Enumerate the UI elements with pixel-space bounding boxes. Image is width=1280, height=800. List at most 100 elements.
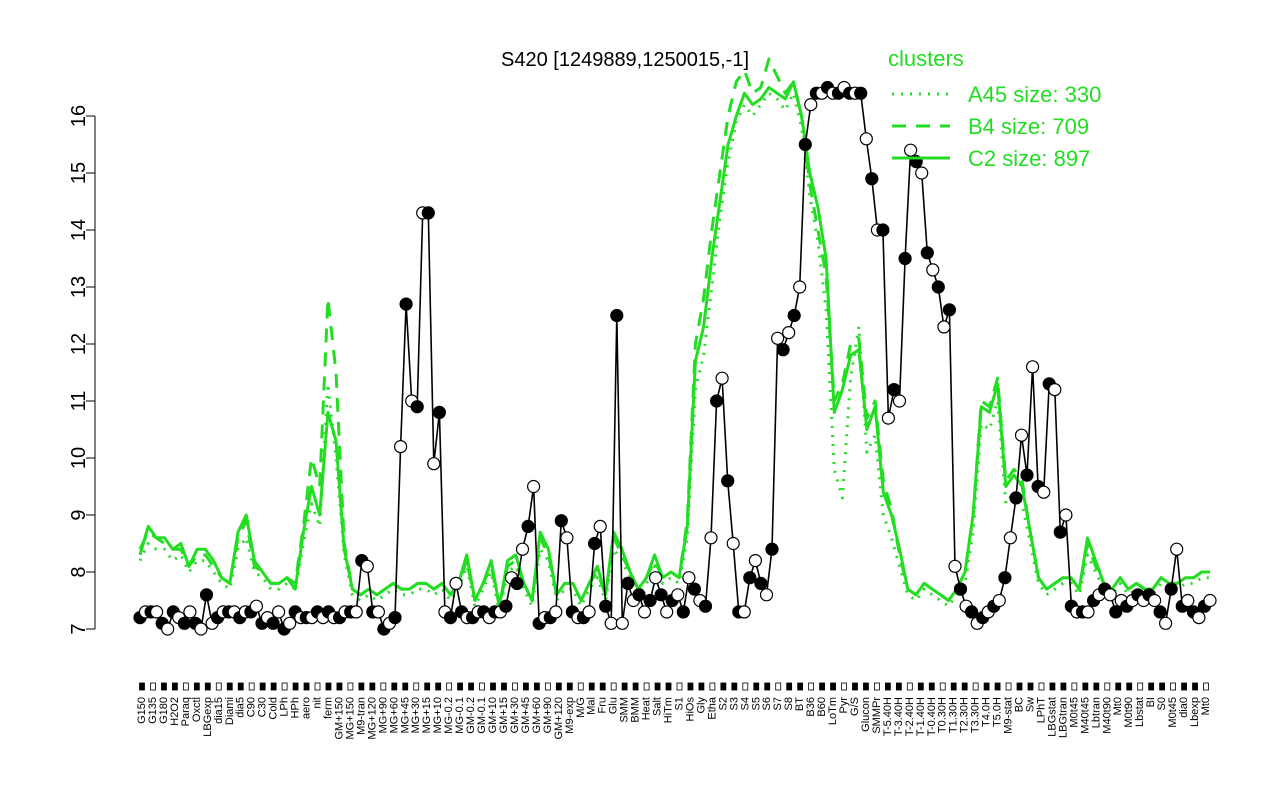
y-tick-label: 7	[68, 623, 90, 634]
x-tick-label: BT	[794, 697, 806, 711]
x-tick-mark	[643, 682, 650, 691]
x-tick-label: HPh	[290, 697, 302, 718]
data-point	[432, 405, 446, 419]
x-tick-label: GM+45	[520, 697, 532, 733]
y-tick-label: 11	[68, 391, 90, 412]
data-point	[266, 616, 280, 630]
x-tick-mark	[501, 682, 507, 691]
x-tick-label: LPh	[279, 697, 291, 717]
x-tick-label: Lbtran	[1090, 697, 1102, 728]
series-line	[138, 91, 1210, 614]
x-tick-label: BI	[1145, 697, 1157, 707]
x-tick-label: MG+15	[421, 697, 433, 733]
x-tick-label: G150	[136, 697, 148, 724]
data-point	[726, 536, 740, 551]
data-point	[1103, 588, 1117, 602]
data-point	[1147, 593, 1162, 608]
x-tick-label: S6	[761, 697, 773, 710]
x-tick-mark	[830, 682, 836, 691]
x-tick-label: aero	[301, 697, 313, 719]
x-tick-label: MG+60	[388, 697, 400, 733]
x-tick-mark	[380, 682, 387, 691]
x-tick-label: MG+10	[432, 697, 444, 733]
data-point	[360, 559, 374, 573]
data-point	[427, 457, 441, 471]
x-tick-label: dia15	[213, 697, 225, 724]
data-point	[1020, 468, 1034, 482]
data-point	[1109, 605, 1123, 619]
x-tick-label: M9-tran	[355, 697, 367, 735]
x-tick-label: C30	[257, 697, 269, 717]
x-tick-mark	[490, 682, 496, 691]
x-tick-label: HiOs	[684, 697, 696, 722]
data-point	[443, 610, 458, 625]
x-tick-label: BC	[1014, 697, 1026, 712]
x-tick-mark	[1203, 682, 1209, 691]
data-point	[394, 440, 408, 454]
data-point	[1059, 508, 1073, 522]
data-point	[687, 582, 702, 596]
data-point	[150, 605, 164, 619]
x-tick-label: T-2.40H	[904, 697, 916, 736]
x-tick-label: LBGexp	[202, 697, 214, 737]
x-tick-mark	[1060, 682, 1067, 691]
data-point	[709, 394, 724, 408]
x-tick-label: S4	[739, 697, 751, 710]
x-tick-label: Mal	[586, 697, 598, 715]
x-tick-mark	[972, 682, 979, 691]
data-point	[1170, 542, 1184, 556]
x-tick-mark	[753, 682, 760, 691]
data-point	[161, 622, 175, 636]
data-point	[410, 400, 424, 414]
data-point	[371, 605, 385, 619]
data-point	[920, 246, 934, 260]
data-point	[915, 166, 929, 180]
x-tick-mark	[1049, 682, 1056, 691]
x-axis: G150G135G180H2O2ParaqOxctlLBGexpdia15Dia…	[136, 682, 1212, 740]
x-tick-label: MG+45	[399, 697, 411, 733]
legend-label: C2 size: 897	[968, 146, 1090, 171]
x-tick-mark	[895, 682, 902, 691]
x-tick-mark	[983, 682, 990, 691]
x-tick-mark	[347, 682, 354, 691]
x-tick-mark	[731, 682, 738, 691]
x-tick-mark	[906, 682, 913, 691]
data-point	[721, 474, 735, 488]
data-point	[892, 394, 907, 408]
data-point	[1192, 610, 1206, 625]
x-tick-label: M0t45	[1167, 697, 1179, 728]
series-line	[138, 57, 1210, 608]
x-tick-mark	[928, 682, 935, 691]
data-point	[560, 531, 574, 545]
data-point	[499, 599, 513, 613]
x-tick-label: S8	[783, 697, 795, 710]
x-tick-label: MG+30	[410, 697, 422, 733]
data-point	[865, 172, 879, 186]
x-tick-label: C90	[246, 697, 258, 717]
data-point	[1053, 525, 1067, 539]
data-point	[515, 542, 530, 556]
x-tick-label: M40t45	[1079, 697, 1091, 734]
x-tick-mark	[1115, 682, 1122, 691]
data-point	[1025, 360, 1040, 374]
x-tick-mark	[139, 682, 145, 691]
x-tick-mark	[1082, 682, 1089, 691]
y-tick-label: 15	[68, 162, 90, 184]
data-point	[698, 599, 713, 613]
data-point	[654, 588, 668, 602]
x-tick-label: GM-0.1	[476, 697, 488, 734]
x-tick-label: T2.30H	[959, 697, 971, 733]
x-tick-mark	[161, 682, 167, 691]
x-tick-mark	[742, 682, 749, 691]
data-point	[1081, 605, 1095, 619]
x-tick-mark	[555, 682, 562, 691]
data-point	[676, 605, 690, 619]
x-tick-label: BMM	[630, 697, 642, 723]
x-tick-label: T0.30H	[937, 697, 949, 733]
x-tick-mark	[994, 682, 1001, 691]
y-axis: 7 8 9 10 11 12 13 14 15 16	[68, 105, 96, 635]
x-tick-mark	[852, 682, 858, 691]
data-point	[776, 343, 790, 357]
x-tick-label: ferm	[322, 697, 334, 719]
